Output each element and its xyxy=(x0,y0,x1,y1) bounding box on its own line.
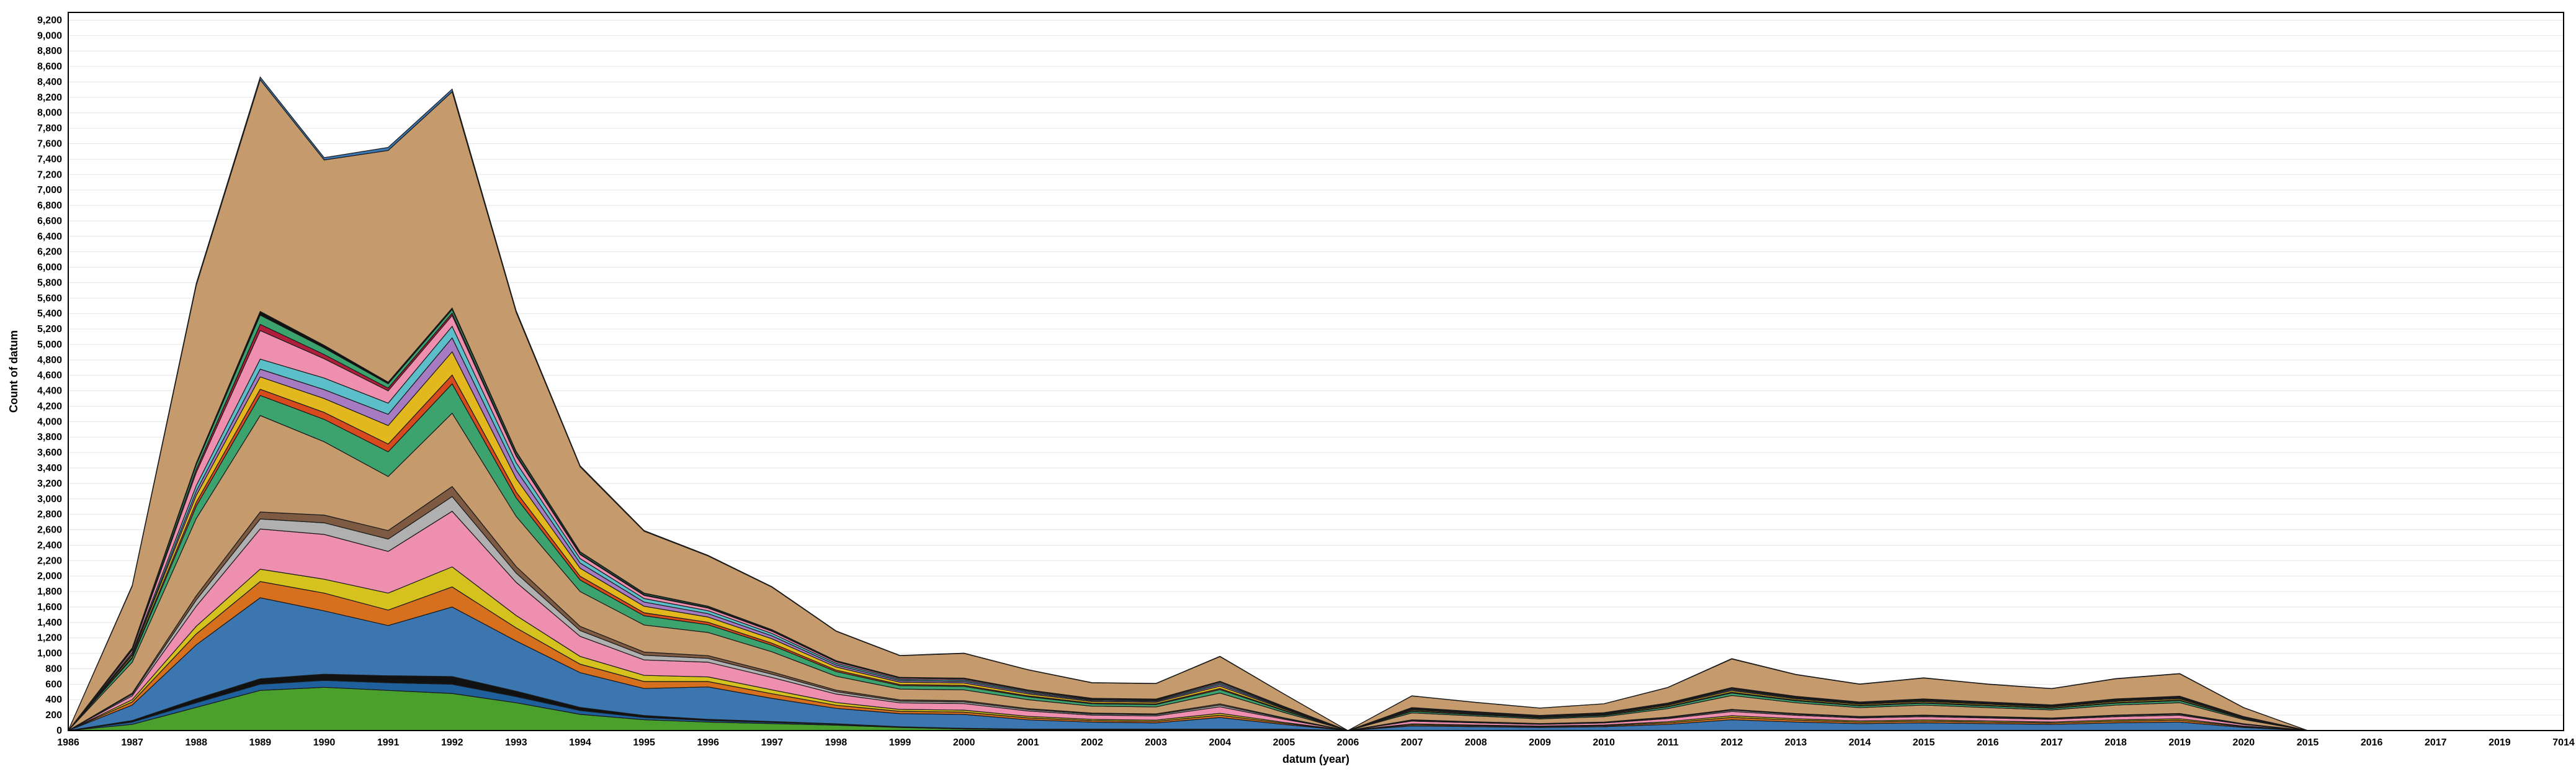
y-tick-label: 200 xyxy=(45,710,62,721)
y-tick-label: 8,800 xyxy=(37,46,62,56)
y-tick-label: 4,800 xyxy=(37,355,62,366)
x-tick-label: 1990 xyxy=(313,737,336,748)
x-tick-label: 2000 xyxy=(953,737,975,748)
y-tick-label: 5,800 xyxy=(37,277,62,288)
x-tick-label: 1988 xyxy=(185,737,207,748)
x-tick-label: 2018 xyxy=(2104,737,2127,748)
y-tick-label: 4,400 xyxy=(37,386,62,397)
x-tick-label: 2008 xyxy=(1465,737,1487,748)
y-tick-label: 2,200 xyxy=(37,556,62,566)
x-tick-label: 2002 xyxy=(1081,737,1103,748)
x-axis-label: datum (year) xyxy=(1282,753,1349,765)
y-tick-label: 7,200 xyxy=(37,169,62,180)
y-tick-label: 800 xyxy=(45,664,62,674)
y-tick-label: 9,200 xyxy=(37,15,62,25)
y-tick-label: 6,200 xyxy=(37,247,62,258)
x-tick-label: 2016 xyxy=(2361,737,2383,748)
y-tick-label: 8,600 xyxy=(37,61,62,72)
y-tick-label: 4,000 xyxy=(37,416,62,427)
x-tick-label: 1997 xyxy=(761,737,784,748)
x-tick-label: 2020 xyxy=(2233,737,2255,748)
y-tick-label: 3,600 xyxy=(37,448,62,458)
y-tick-label: 3,400 xyxy=(37,463,62,474)
x-tick-label: 1991 xyxy=(377,737,400,748)
x-tick-label: 2019 xyxy=(2489,737,2511,748)
y-tick-label: 2,000 xyxy=(37,571,62,582)
y-tick-label: 6,400 xyxy=(37,232,62,242)
y-tick-label: 8,000 xyxy=(37,108,62,119)
y-tick-label: 1,400 xyxy=(37,618,62,628)
y-tick-label: 7,400 xyxy=(37,154,62,164)
y-tick-label: 1,000 xyxy=(37,649,62,659)
y-tick-label: 8,400 xyxy=(37,77,62,88)
y-tick-label: 2,600 xyxy=(37,525,62,536)
y-axis-label: Count of datum xyxy=(7,330,20,413)
y-tick-label: 3,800 xyxy=(37,432,62,443)
x-tick-label: 1998 xyxy=(825,737,847,748)
y-tick-label: 5,200 xyxy=(37,324,62,335)
stacked-area-chart: 0 200 400 600 800 1,000 1,200 1,400 1,600 1,800 2,… xyxy=(0,0,2576,774)
x-tick-label: 1987 xyxy=(121,737,143,748)
y-tick-label: 7,000 xyxy=(37,185,62,196)
y-tick-label: 3,000 xyxy=(37,494,62,505)
x-tick-label: 2010 xyxy=(1593,737,1615,748)
y-tick-label: 4,600 xyxy=(37,371,62,381)
y-tick-label: 6,800 xyxy=(37,200,62,211)
x-tick-label: 2013 xyxy=(1785,737,1807,748)
x-tick-label: 2016 xyxy=(1977,737,1999,748)
y-tick-label: 1,200 xyxy=(37,633,62,644)
x-tick-label: 1993 xyxy=(505,737,527,748)
x-tick-label: 2005 xyxy=(1273,737,1295,748)
y-tick-label: 7,800 xyxy=(37,124,62,134)
y-tick-label: 5,600 xyxy=(37,293,62,304)
y-tick-label: 5,000 xyxy=(37,340,62,350)
x-tick-label: 2003 xyxy=(1145,737,1167,748)
x-tick-label: 2009 xyxy=(1529,737,1551,748)
x-tick-label: 2015 xyxy=(2297,737,2319,748)
y-tick-label: 2,400 xyxy=(37,540,62,551)
x-tick-label: 1995 xyxy=(633,737,655,748)
y-tick-label: 1,600 xyxy=(37,602,62,613)
x-tick-label: 1989 xyxy=(249,737,272,748)
x-tick-label: 2012 xyxy=(1721,737,1743,748)
x-tick-label: 2007 xyxy=(1401,737,1423,748)
x-tick-label: 1999 xyxy=(889,737,911,748)
x-tick-label: 1986 xyxy=(57,737,79,748)
y-tick-label: 0 xyxy=(56,726,62,736)
x-tick-label: 2017 xyxy=(2425,737,2447,748)
x-tick-label: 7014 xyxy=(2552,737,2575,748)
y-tick-label: 9,000 xyxy=(37,30,62,41)
y-tick-label: 4,200 xyxy=(37,401,62,412)
x-tick-label: 1994 xyxy=(569,737,591,748)
y-tick-label: 6,600 xyxy=(37,216,62,227)
y-tick-label: 1,800 xyxy=(37,587,62,597)
y-tick-label: 2,800 xyxy=(37,510,62,520)
y-tick-label: 600 xyxy=(45,679,62,690)
x-tick-label: 2001 xyxy=(1017,737,1039,748)
y-tick-label: 7,600 xyxy=(37,138,62,149)
x-tick-label: 2019 xyxy=(2168,737,2191,748)
y-tick-label: 3,200 xyxy=(37,479,62,489)
x-tick-label: 2017 xyxy=(2041,737,2063,748)
x-tick-label: 1992 xyxy=(441,737,463,748)
y-tick-label: 5,400 xyxy=(37,308,62,319)
y-tick-label: 400 xyxy=(45,695,62,705)
y-tick-label: 8,200 xyxy=(37,92,62,103)
x-tick-label: 2011 xyxy=(1657,737,1679,748)
x-tick-label: 1996 xyxy=(697,737,719,748)
x-tick-label: 2015 xyxy=(1913,737,1935,748)
y-tick-label: 6,000 xyxy=(37,263,62,273)
x-tick-label: 2014 xyxy=(1849,737,1871,748)
x-tick-label: 2004 xyxy=(1209,737,1232,748)
x-tick-label: 2006 xyxy=(1337,737,1359,748)
